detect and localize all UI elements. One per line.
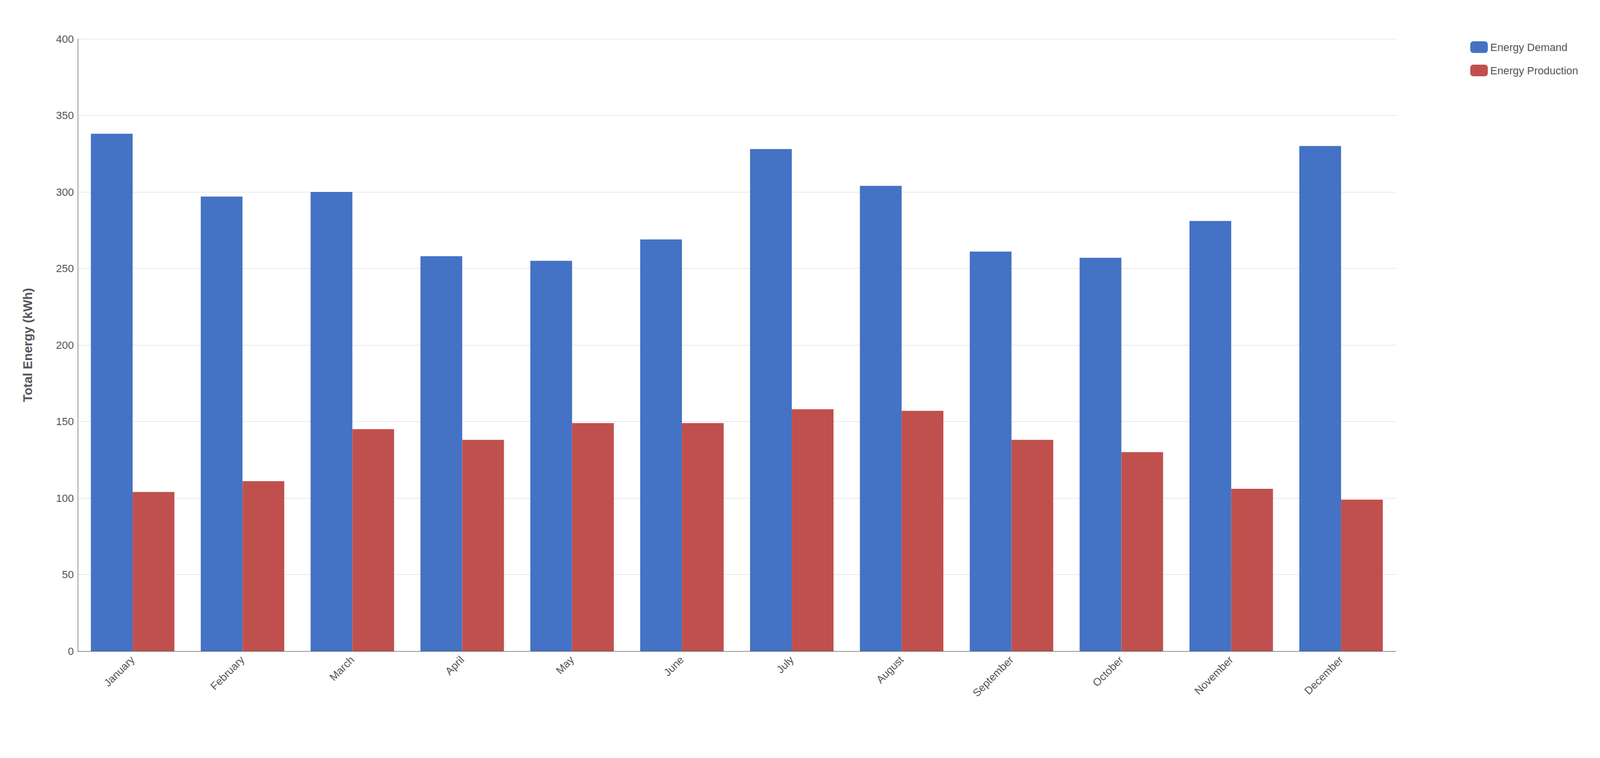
svg-text:400: 400 (55, 33, 74, 46)
svg-text:Energy Demand: Energy Demand (1490, 41, 1568, 54)
svg-text:April: April (442, 653, 467, 678)
svg-text:0: 0 (68, 645, 74, 658)
svg-text:350: 350 (55, 109, 74, 122)
svg-text:September: September (970, 653, 1017, 699)
svg-text:June: June (661, 653, 686, 679)
svg-text:August: August (873, 653, 906, 686)
svg-text:250: 250 (55, 262, 74, 275)
svg-text:October: October (1089, 653, 1126, 689)
svg-text:May: May (553, 653, 577, 677)
svg-text:January: January (101, 653, 137, 689)
svg-text:December: December (1301, 653, 1345, 697)
svg-text:July: July (774, 653, 797, 676)
svg-text:100: 100 (55, 492, 74, 505)
svg-text:200: 200 (55, 339, 74, 352)
svg-text:February: February (207, 653, 247, 693)
svg-text:November: November (1191, 653, 1236, 697)
svg-text:March: March (326, 653, 357, 683)
svg-text:300: 300 (55, 186, 74, 199)
svg-text:150: 150 (55, 415, 74, 428)
svg-text:Total Energy (kWh): Total Energy (kWh) (20, 288, 35, 403)
svg-text:50: 50 (62, 568, 74, 581)
svg-text:Energy Production: Energy Production (1490, 64, 1579, 77)
